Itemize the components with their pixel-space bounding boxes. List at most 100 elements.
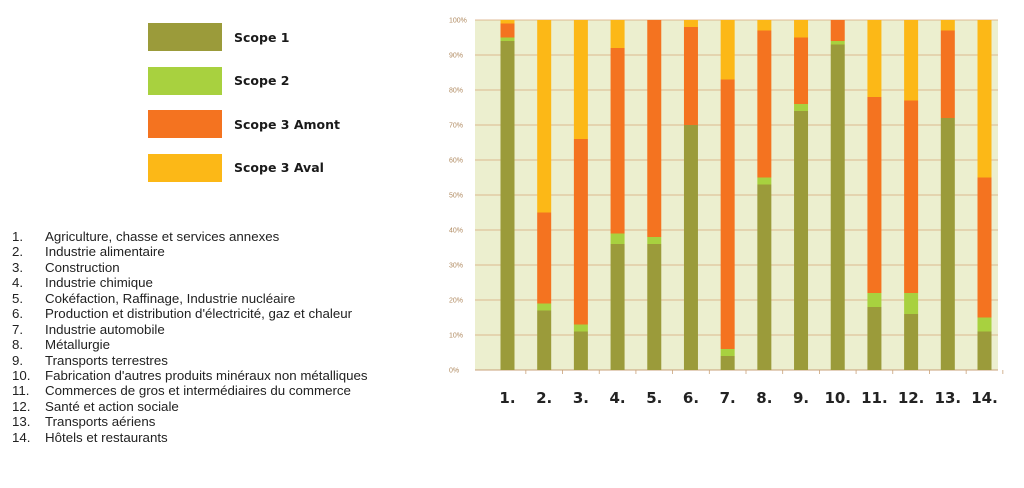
bar-scope-1: [647, 244, 662, 370]
sector-label: Construction: [45, 259, 120, 275]
sector-number: 5.: [12, 290, 24, 306]
legend-label: Scope 3 Amont: [234, 116, 340, 132]
bar-scope-3-aval: [977, 20, 992, 178]
bar-scope-2: [794, 104, 809, 111]
bar-scope-1: [720, 356, 735, 370]
bar-scope-3-aval: [757, 20, 772, 31]
x-tick-label: 14.: [971, 389, 998, 407]
sector-list-item: 14. Hôtels et restaurants: [12, 430, 368, 445]
sector-label: Industrie alimentaire: [45, 244, 165, 260]
bar-scope-1: [683, 125, 698, 370]
bar-scope-3-aval: [537, 20, 552, 213]
x-tick-label: 2.: [536, 389, 552, 407]
legend-item: Scope 3 Aval: [148, 153, 340, 183]
sector-number: 9.: [12, 352, 24, 368]
sector-number: 8.: [12, 337, 24, 353]
bar-scope-1: [830, 44, 845, 370]
bar-scope-3-aval: [867, 20, 882, 97]
x-tick-label: 12.: [898, 389, 925, 407]
chart-legend: Scope 1 Scope 2 Scope 3 Amont Scope 3 Aval: [148, 22, 340, 196]
sector-number: 12.: [12, 398, 31, 414]
y-tick-label: 50%: [449, 193, 463, 200]
bar-scope-3-amont: [904, 100, 919, 293]
bar-scope-3-amont: [537, 212, 552, 304]
bar-scope-2: [647, 237, 662, 244]
legend-swatch: [148, 23, 222, 51]
bar-scope-2: [500, 37, 515, 41]
bar-scope-3-aval: [904, 20, 919, 101]
bar-scope-2: [904, 293, 919, 314]
sector-number: 10.: [12, 367, 31, 383]
sector-label: Agriculture, chasse et services annexes: [45, 229, 280, 244]
sector-number: 7.: [12, 321, 24, 337]
bar-scope-1: [904, 314, 919, 370]
bar-scope-1: [977, 331, 992, 370]
legend-item: Scope 3 Amont: [148, 109, 340, 139]
y-tick-label: 30%: [449, 263, 463, 270]
bar-scope-3-aval: [940, 20, 955, 31]
sector-number: 2.: [12, 244, 24, 260]
sector-number: 14.: [12, 429, 31, 445]
x-tick-label: 1.: [499, 389, 515, 407]
bar-scope-2: [573, 324, 588, 332]
sector-label: Commerces de gros et intermédiaires du c…: [45, 383, 351, 399]
sector-number: 11.: [12, 383, 30, 399]
bar-scope-3-aval: [500, 20, 515, 24]
bar-scope-1: [573, 331, 588, 370]
bar-scope-3-amont: [940, 30, 955, 118]
bar-scope-3-aval: [794, 20, 809, 38]
legend-swatch: [148, 153, 222, 182]
bar-scope-2: [757, 177, 772, 185]
bar-scope-3-amont: [647, 20, 662, 237]
y-tick-label: 100%: [449, 18, 467, 25]
x-tick-label: 7.: [720, 389, 736, 407]
bar-scope-2: [867, 293, 882, 307]
sector-label: Hôtels et restaurants: [45, 429, 168, 445]
x-tick-label: 9.: [793, 389, 809, 407]
bar-scope-2: [610, 233, 625, 244]
legend-label: Scope 3 Aval: [234, 160, 324, 175]
sector-number: 1.: [12, 229, 24, 244]
bar-scope-3-amont: [757, 30, 772, 178]
sector-list-item: 9. Transports terrestres: [12, 353, 368, 368]
sector-list-item: 10. Fabrication d'autres produits minérau…: [12, 368, 368, 383]
x-tick-label: 13.: [935, 389, 962, 407]
x-tick-label: 11.: [861, 389, 888, 407]
bar-scope-3-aval: [573, 20, 588, 139]
bar-scope-3-amont: [683, 27, 698, 125]
bar-scope-2: [537, 303, 552, 311]
sector-number: 4.: [12, 275, 24, 291]
sector-label: Métallurgie: [45, 337, 111, 353]
bar-scope-3-aval: [720, 20, 735, 80]
sector-label: Cokéfaction, Raffinage, Industrie nucléa…: [45, 290, 296, 306]
y-tick-label: 40%: [449, 228, 463, 235]
bar-scope-3-amont: [794, 37, 809, 104]
y-tick-label: 90%: [449, 53, 463, 60]
bar-scope-1: [610, 244, 625, 370]
sector-label: Fabrication d'autres produits minéraux n…: [45, 367, 368, 383]
x-tick-label: 3.: [573, 389, 589, 407]
bar-scope-1: [940, 118, 955, 370]
sector-label: Transports aériens: [45, 414, 156, 430]
bar-scope-3-aval: [683, 20, 698, 27]
y-tick-label: 60%: [449, 158, 463, 165]
sector-list-item: 2. Industrie alimentaire: [12, 244, 368, 259]
bar-scope-3-amont: [977, 177, 992, 318]
sector-list-item: 5. Cokéfaction, Raffinage, Industrie nucl…: [12, 291, 368, 306]
y-tick-label: 70%: [449, 123, 463, 130]
bar-scope-1: [794, 111, 809, 370]
bar-scope-1: [537, 310, 552, 370]
sector-list-item: 12. Santé et action sociale: [12, 399, 368, 414]
x-tick-label: 10.: [824, 389, 851, 407]
bar-scope-1: [757, 184, 772, 370]
sector-label: Production et distribution d'électricité…: [45, 306, 353, 322]
x-tick-label: 6.: [683, 389, 699, 407]
y-tick-label: 0%: [449, 368, 459, 375]
sector-number: 13.: [12, 414, 31, 430]
sector-label: Industrie chimique: [45, 275, 153, 291]
bar-scope-3-amont: [830, 20, 845, 41]
sector-list-item: 11. Commerces de gros et intermédiaires d…: [12, 383, 368, 398]
x-tick-label: 5.: [646, 389, 662, 407]
legend-item: Scope 1: [148, 22, 340, 52]
sector-list-item: 6. Production et distribution d'électrici…: [12, 306, 368, 321]
